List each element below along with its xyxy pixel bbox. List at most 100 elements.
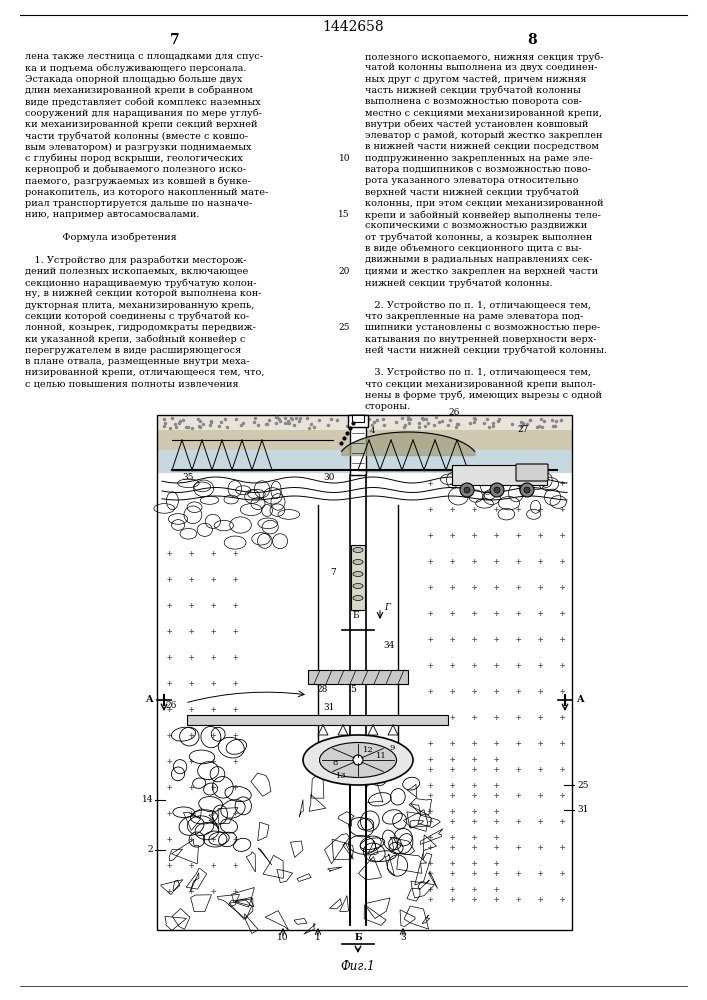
Text: +: + [472,764,477,774]
Text: +: + [493,504,498,514]
Text: +: + [493,530,498,540]
Text: в нижней части нижней секции посредством: в нижней части нижней секции посредством [365,142,599,151]
Text: +: + [188,808,194,818]
Circle shape [464,487,470,493]
Text: +: + [233,808,238,818]
Text: +: + [472,504,477,514]
Text: +: + [166,704,172,714]
Text: +: + [188,756,194,766]
Text: +: + [537,635,543,644]
Text: +: + [450,764,455,774]
Text: 1: 1 [315,933,321,942]
Text: +: + [493,834,498,842]
Text: +: + [427,556,433,566]
Text: +: + [427,686,433,696]
Text: +: + [450,782,455,790]
Ellipse shape [320,742,397,778]
Text: скопическими с возможностью раздвижки: скопическими с возможностью раздвижки [365,222,588,231]
Text: +: + [450,886,455,894]
Text: +: + [450,686,455,696]
Text: нижней секции трубчатой колонны.: нижней секции трубчатой колонны. [365,278,553,288]
Text: +: + [472,712,477,722]
Text: +: + [472,808,477,816]
Text: что секции механизированной крепи выпол-: что секции механизированной крепи выпол- [365,380,596,389]
Text: риал транспортируется дальше по назначе-: риал транспортируется дальше по назначе- [25,199,252,208]
Text: +: + [210,652,216,662]
Text: +: + [233,574,238,584]
Text: +: + [537,530,543,540]
Text: верхней части нижней секции трубчатой: верхней части нижней секции трубчатой [365,188,579,197]
Text: +: + [188,626,194,636]
Text: +: + [166,548,172,558]
Text: +: + [450,660,455,670]
Text: +: + [450,635,455,644]
Text: полезного ископаемого, нижняя секция труб-: полезного ископаемого, нижняя секция тру… [365,52,603,62]
Text: 13: 13 [336,772,346,780]
Text: +: + [493,868,498,878]
Text: +: + [188,860,194,869]
Text: +: + [472,782,477,790]
Text: ных друг с другом частей, причем нижняя: ных друг с другом частей, причем нижняя [365,75,587,84]
Bar [308,670,408,684]
Text: Формула изобретения: Формула изобретения [25,233,177,242]
Text: +: + [210,860,216,869]
Text: +: + [493,886,498,894]
Text: +: + [515,790,520,800]
Ellipse shape [353,572,363,576]
Text: 10: 10 [339,154,350,163]
Text: 31: 31 [577,806,588,814]
Text: циями и жестко закреплен на верхней части: циями и жестко закреплен на верхней част… [365,267,598,276]
Text: +: + [233,782,238,792]
Text: +: + [210,626,216,636]
Text: +: + [233,730,238,740]
Text: +: + [166,886,172,896]
Bar [351,545,365,610]
Text: Б: Б [354,933,362,942]
Text: 5: 5 [350,685,356,694]
Text: A: A [576,696,583,704]
Text: в плане отвала, размещенные внутри меха-: в плане отвала, размещенные внутри меха- [25,357,250,366]
Text: подпружиненно закрепленных на раме эле-: подпружиненно закрепленных на раме эле- [365,154,593,163]
Ellipse shape [303,735,413,785]
Text: +: + [427,608,433,617]
Text: +: + [472,816,477,826]
Text: ватора подшипников с возможностью пово-: ватора подшипников с возможностью пово- [365,165,591,174]
Text: +: + [188,574,194,584]
Text: +: + [515,608,520,617]
Text: +: + [188,782,194,792]
Text: Г: Г [384,603,390,612]
Text: +: + [188,834,194,844]
Text: 34: 34 [383,641,395,650]
Text: +: + [450,859,455,868]
Text: +: + [472,859,477,868]
Text: +: + [515,556,520,566]
Text: +: + [450,894,455,904]
Text: +: + [450,868,455,878]
Text: 14: 14 [141,796,153,804]
Text: +: + [188,730,194,740]
Text: +: + [493,686,498,696]
Text: +: + [537,842,543,852]
Text: +: + [559,764,565,774]
Text: 8: 8 [333,759,339,767]
Text: низированной крепи, отличающееся тем, что,: низированной крепи, отличающееся тем, чт… [25,368,264,377]
Text: +: + [515,686,520,696]
Text: +: + [559,660,565,670]
Text: +: + [493,635,498,644]
Text: 26: 26 [448,408,460,417]
Text: +: + [472,582,477,591]
Text: +: + [210,834,216,844]
Text: +: + [472,868,477,878]
Text: 7: 7 [170,33,180,47]
Text: +: + [188,886,194,896]
Text: +: + [472,756,477,764]
Text: +: + [450,582,455,591]
Text: +: + [210,756,216,766]
Bar [350,415,366,475]
Text: в виде объемного секционного щита с вы-: в виде объемного секционного щита с вы- [365,244,582,253]
Text: рота указанного элеватора относительно: рота указанного элеватора относительно [365,176,578,185]
Text: 26: 26 [165,701,176,710]
Text: дукторная плита, механизированную крепь,: дукторная плита, механизированную крепь, [25,301,255,310]
Text: +: + [515,894,520,904]
Text: +: + [166,730,172,740]
